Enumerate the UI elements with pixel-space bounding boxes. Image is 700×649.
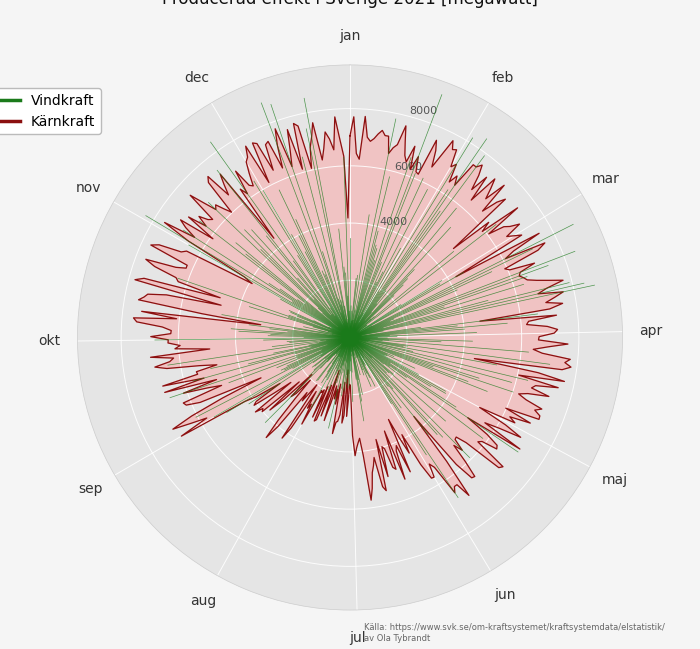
Polygon shape [134, 116, 571, 500]
Legend: Vindkraft, Kärnkraft: Vindkraft, Kärnkraft [0, 88, 101, 134]
Text: Källa: https://www.svk.se/om-kraftsystemet/kraftsystemdata/elstatistik/
av Ola T: Källa: https://www.svk.se/om-kraftsystem… [364, 623, 665, 643]
Title: Producerad effekt i Sverige 2021 [megawatt]: Producerad effekt i Sverige 2021 [megawa… [162, 0, 538, 8]
